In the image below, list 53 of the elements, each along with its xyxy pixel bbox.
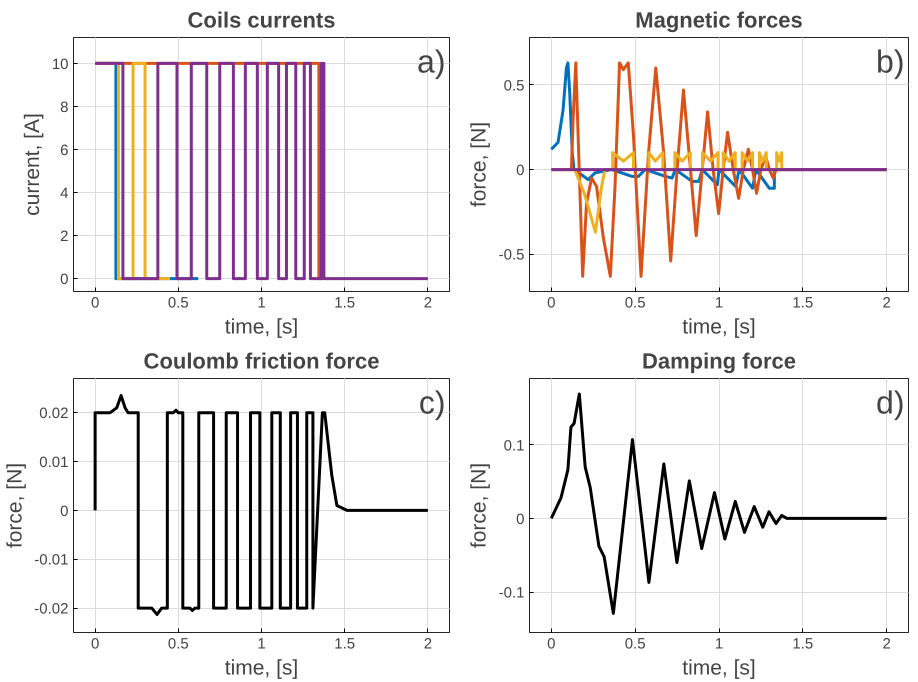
y-tick-label: -0.02 [34, 600, 69, 618]
y-tick-label: 6 [60, 142, 68, 159]
y-tick-label: 8 [60, 98, 68, 116]
y-tick-label: 4 [60, 184, 68, 202]
x-tick-label: 2 [882, 294, 891, 312]
y-tick-label: 0 [60, 502, 68, 520]
x-tick-label: 2 [424, 294, 432, 312]
annotation: a) [417, 44, 446, 80]
x-tick-label: 2 [424, 636, 432, 652]
x-tick-label: 1 [257, 636, 266, 652]
chart-title: Coulomb friction force [144, 348, 380, 374]
x-axis-title: time, [s] [682, 656, 756, 680]
x-tick-label: 0.5 [168, 636, 189, 652]
annotation: c) [418, 384, 446, 420]
x-tick-label: 0 [547, 636, 556, 652]
y-axis-title: force, [N] [468, 122, 491, 208]
y-tick-label: 0.1 [504, 437, 525, 454]
x-tick-label: 0.5 [168, 294, 189, 312]
annotation: d) [876, 384, 904, 420]
x-axis-title: time, [s] [682, 316, 756, 338]
x-tick-label: 1.5 [334, 636, 356, 652]
x-axis-title: time, [s] [224, 316, 298, 338]
x-tick-label: 0.5 [624, 636, 646, 652]
y-axis-title: current, [A] [20, 113, 44, 216]
x-tick-label: 0 [90, 294, 100, 312]
y-tick-label: 0.5 [504, 77, 525, 94]
x-tick-label: 0 [547, 294, 556, 312]
x-tick-label: 0 [90, 636, 100, 652]
x-tick-label: 1.5 [792, 636, 814, 652]
x-tick-label: 2 [882, 636, 891, 652]
x-tick-label: 1 [714, 636, 724, 652]
y-tick-label: 10 [52, 56, 69, 73]
y-tick-label: 0 [516, 510, 524, 528]
y-tick-label: -0.5 [498, 246, 525, 264]
y-axis-title: force, [N] [3, 462, 26, 548]
annotation: b) [876, 44, 904, 80]
x-tick-label: 1.5 [334, 294, 356, 312]
x-axis-title: time, [s] [224, 656, 298, 680]
x-tick-label: 1.5 [792, 294, 814, 312]
y-tick-label: -0.1 [498, 584, 525, 602]
chart-title: Coils currents [188, 8, 336, 32]
y-tick-label: 0.01 [39, 454, 69, 472]
chart-title: Magnetic forces [635, 8, 803, 32]
y-tick-label: 0.02 [39, 405, 69, 422]
y-tick-label: 0 [516, 162, 524, 180]
chart-title: Damping force [642, 348, 796, 374]
x-tick-label: 1 [714, 294, 724, 312]
y-axis-title: force, [N] [468, 462, 491, 548]
y-tick-label: 2 [60, 228, 68, 246]
y-tick-label: -0.01 [34, 552, 69, 569]
y-tick-label: 0 [60, 271, 68, 288]
x-tick-label: 0.5 [624, 294, 646, 312]
x-tick-label: 1 [257, 294, 266, 312]
